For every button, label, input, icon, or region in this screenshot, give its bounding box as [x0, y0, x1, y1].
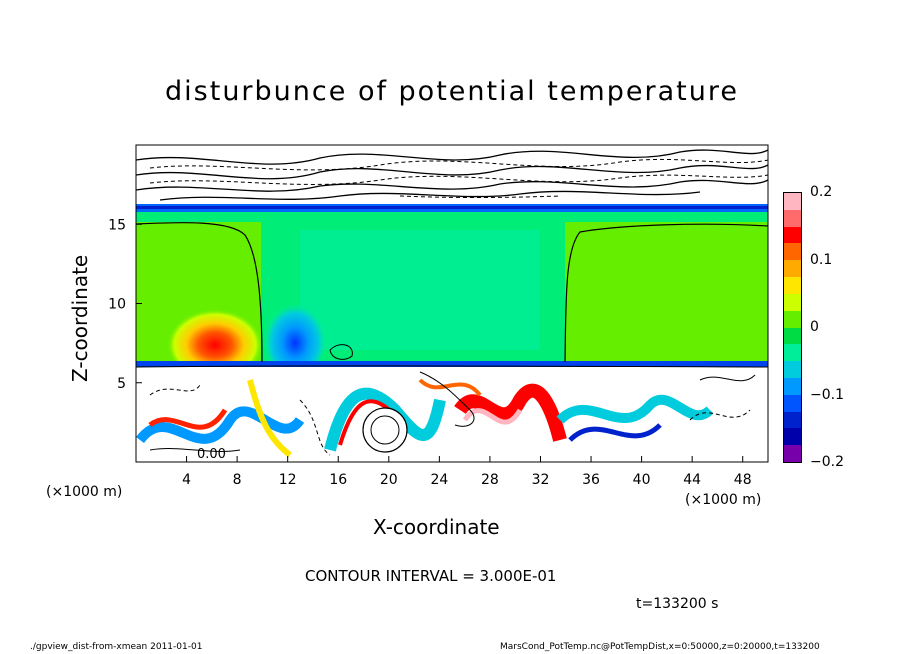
colorbar-segment [784, 243, 801, 261]
x-tick-label: 28 [481, 472, 499, 488]
colorbar-tick-label: −0.1 [810, 386, 844, 403]
colorbar-tick-label: 0.1 [810, 251, 833, 268]
x-tick-label: 44 [683, 472, 701, 488]
colorbar-segment [784, 310, 801, 328]
time-label: t=133200 s [636, 596, 719, 612]
colorbar-segment [784, 361, 801, 378]
x-axis-label: X-coordinate [373, 515, 500, 539]
colorbar-tick-label: 0.2 [810, 184, 833, 200]
colorbar-segment [784, 226, 801, 244]
footer-right: MarsCond_PotTemp.nc@PotTempDist,x=0:5000… [500, 642, 820, 652]
colorbar-segment [784, 277, 801, 294]
x-unit-left: (×1000 m) [46, 484, 123, 500]
colorbar-segment [784, 445, 801, 462]
y-tick-label: 15 [108, 217, 126, 233]
y-tick-label: 5 [117, 376, 126, 392]
contour-zero-label: 0.00 [197, 447, 226, 462]
colorbar-tick-label: 0 [810, 319, 819, 335]
colorbar-segment [784, 344, 801, 362]
contour-interval: CONTOUR INTERVAL = 3.000E-01 [305, 567, 557, 585]
y-ticks: 5 10 15 [108, 217, 142, 392]
y-axis-label: Z-coordinate [68, 254, 92, 382]
x-tick-label: 20 [380, 472, 398, 488]
x-tick-label: 24 [430, 472, 448, 488]
x-tick-label: 8 [233, 472, 242, 488]
colorbar-segment [784, 411, 801, 429]
colorbar-segment [784, 428, 801, 446]
x-tick-label: 32 [532, 472, 550, 488]
x-tick-label: 16 [329, 472, 347, 488]
colorbar-segment [784, 377, 801, 395]
colorbar-segment [784, 260, 801, 278]
x-tick-label: 36 [582, 472, 600, 488]
y-tick-label: 10 [108, 297, 126, 313]
colorbar-segment [784, 293, 801, 311]
x-ticks: 4 8 12 16 20 24 28 32 36 40 44 48 [182, 456, 752, 488]
footer-left: ./gpview_dist-from-xmean 2011-01-01 [30, 642, 203, 652]
colorbar-segment [784, 394, 801, 412]
colorbar-segment [784, 193, 801, 210]
x-unit-right: (×1000 m) [685, 492, 762, 508]
colorbar-segment [784, 209, 801, 227]
x-tick-label: 40 [633, 472, 651, 488]
colorbar-tick-label: −0.2 [810, 454, 844, 470]
x-tick-label: 4 [182, 472, 191, 488]
chart-title: disturbunce of potential temperature [165, 76, 739, 107]
colorbar [783, 192, 802, 463]
colorbar-segment [784, 327, 801, 345]
x-tick-label: 12 [279, 472, 297, 488]
x-tick-label: 48 [734, 472, 752, 488]
cool-anomaly [263, 295, 327, 375]
